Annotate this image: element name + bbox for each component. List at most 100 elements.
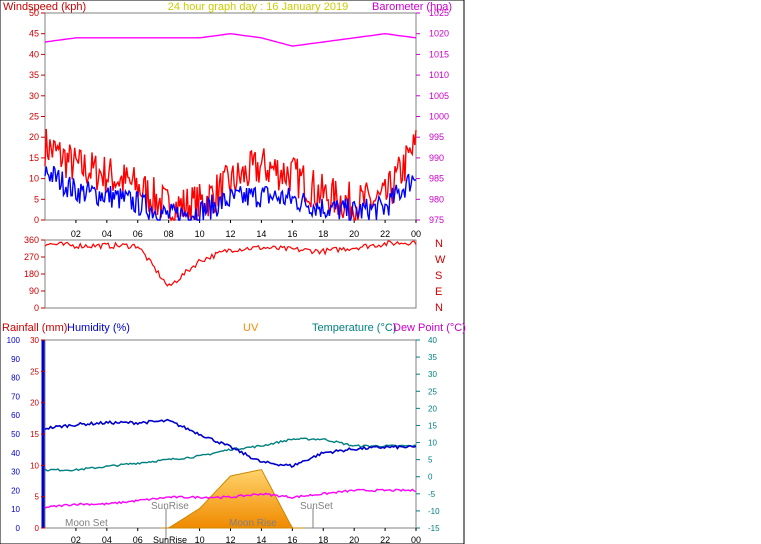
barometer-tick-label: 1010 xyxy=(429,70,449,80)
humidity-tick-label: 60 xyxy=(11,411,20,420)
windspeed-ticks: 0 5 10 15 20 25 30 35 40 45 50 xyxy=(29,8,45,225)
compass-label: N xyxy=(435,238,443,250)
humidity-tick-label: 20 xyxy=(11,486,20,495)
top-time-tick-label: 10 xyxy=(195,229,205,239)
barometer-tick-label: 990 xyxy=(429,153,444,163)
direction-ticks: 0 90 180 270 360 xyxy=(24,235,45,313)
barometer-tick-label: 995 xyxy=(429,132,444,142)
top-time-tick-label: 20 xyxy=(349,229,359,239)
windspeed-tick-label: 15 xyxy=(29,153,39,163)
compass-label: N xyxy=(435,302,443,314)
top-time-tick-label: 22 xyxy=(380,229,390,239)
direction-tick-label: 360 xyxy=(24,235,39,245)
wind-secondary-line xyxy=(44,165,417,221)
windspeed-tick-label: 5 xyxy=(34,194,39,204)
top-time-tick-label: 14 xyxy=(256,229,266,239)
humidity-tick-label: 70 xyxy=(11,392,20,401)
temperature-tick-label: -15 xyxy=(428,524,440,533)
bottom-time-tick-label: 22 xyxy=(380,535,390,544)
rainfall-tick-label: 30 xyxy=(30,336,39,345)
humidity-tick-label: 50 xyxy=(11,430,20,439)
windspeed-axis-label: Windspeed (kph) xyxy=(3,1,86,13)
temperature-tick-label: 35 xyxy=(428,353,437,362)
windspeed-tick-label: 50 xyxy=(29,8,39,18)
rainfall-tick-label: 5 xyxy=(35,493,40,502)
top-time-tick-label: 00 xyxy=(411,229,421,239)
bottom-time-tick-label: 06 xyxy=(133,535,143,544)
barometer-tick-label: 1015 xyxy=(429,49,449,59)
uv-area xyxy=(160,469,305,529)
humidity-tick-label: 90 xyxy=(11,355,20,364)
compass-label: S xyxy=(435,270,442,282)
top-time-tick-label: 06 xyxy=(133,229,143,239)
windspeed-tick-label: 20 xyxy=(29,132,39,142)
humidity-tick-label: 10 xyxy=(11,505,20,514)
bottom-time-tick-label: 00 xyxy=(411,535,421,544)
barometer-axis-label: Barometer (hpa) xyxy=(372,1,452,13)
moonset-label: Moon Set xyxy=(65,518,108,529)
x-sunrise-label: SunRise xyxy=(153,535,187,544)
bottom-time-tick-label: 02 xyxy=(71,535,81,544)
bottom-time-ticks: 02 04 06 10 12 14 16 18 20 22 00 xyxy=(71,528,421,544)
humidity-axis-label: Humidity (%) xyxy=(67,322,130,334)
direction-tick-label: 180 xyxy=(24,269,39,279)
windspeed-tick-label: 0 xyxy=(34,215,39,225)
barometer-tick-label: 975 xyxy=(429,215,444,225)
rainfall-axis-label: Rainfall (mm) xyxy=(2,322,67,334)
barometer-tick-label: 980 xyxy=(429,194,444,204)
bottom-time-tick-label: 14 xyxy=(256,535,266,544)
humidity-ticks: 0 10 20 30 40 50 60 70 80 90 100 xyxy=(7,336,21,533)
direction-tick-label: 0 xyxy=(34,303,39,313)
rainfall-tick-label: 0 xyxy=(35,524,40,533)
temperature-tick-label: 30 xyxy=(428,370,437,379)
barometer-tick-label: 1000 xyxy=(429,112,449,122)
top-time-tick-label: 16 xyxy=(287,229,297,239)
sunset-label: SunSet xyxy=(300,501,333,512)
top-time-ticks: 02 04 06 08 10 12 14 16 18 20 22 00 xyxy=(71,220,421,239)
top-time-tick-label: 12 xyxy=(225,229,235,239)
temperature-tick-label: 10 xyxy=(428,439,437,448)
windspeed-tick-label: 45 xyxy=(29,29,39,39)
direction-tick-label: 90 xyxy=(29,286,39,296)
barometer-tick-label: 985 xyxy=(429,174,444,184)
top-time-tick-label: 04 xyxy=(102,229,112,239)
bottom-time-tick-label: 18 xyxy=(318,535,328,544)
humidity-line xyxy=(44,418,417,468)
moonrise-label: Moon Rise xyxy=(229,518,277,529)
humidity-tick-label: 40 xyxy=(11,449,20,458)
temperature-tick-label: 40 xyxy=(428,336,437,345)
temperature-tick-label: 0 xyxy=(428,473,433,482)
temperature-tick-label: -5 xyxy=(428,490,436,499)
barometer-tick-label: 1020 xyxy=(429,29,449,39)
dewpoint-line xyxy=(44,488,417,509)
barometer-ticks: 975 980 985 990 995 1000 1005 1010 1015 1020 1025 xyxy=(416,8,449,225)
compass-label: E xyxy=(435,286,442,298)
humidity-tick-label: 0 xyxy=(16,524,21,533)
temperature-ticks: -15 -10 -5 0 5 10 15 20 25 30 35 40 xyxy=(416,336,440,533)
temperature-tick-label: 20 xyxy=(428,404,437,413)
bottom-time-tick-label: 10 xyxy=(195,535,205,544)
humidity-tick-label: 80 xyxy=(11,374,20,383)
bottom-time-tick-label: 12 xyxy=(225,535,235,544)
barometer-tick-label: 1025 xyxy=(429,8,449,18)
humidity-tick-label: 30 xyxy=(11,468,20,477)
barometer-tick-label: 1005 xyxy=(429,91,449,101)
bottom-series xyxy=(44,418,417,529)
bottom-time-tick-label: 20 xyxy=(349,535,359,544)
top-time-tick-label: 02 xyxy=(71,229,81,239)
rainfall-tick-label: 25 xyxy=(30,367,39,376)
windspeed-tick-label: 40 xyxy=(29,49,39,59)
rainfall-tick-label: 20 xyxy=(30,399,39,408)
windspeed-tick-label: 30 xyxy=(29,91,39,101)
top-time-tick-label: 18 xyxy=(318,229,328,239)
temperature-axis-label: Temperature (°C) xyxy=(312,322,396,334)
humidity-tick-label: 100 xyxy=(7,336,21,345)
rainfall-ticks: 0 5 10 15 20 25 30 xyxy=(30,336,45,533)
top-time-tick-label: 08 xyxy=(164,229,174,239)
chart-title: 24 hour graph day : 16 January 2019 xyxy=(168,1,348,13)
barometer-line xyxy=(44,32,417,47)
compass-label: W xyxy=(435,254,446,266)
windspeed-tick-label: 25 xyxy=(29,112,39,122)
